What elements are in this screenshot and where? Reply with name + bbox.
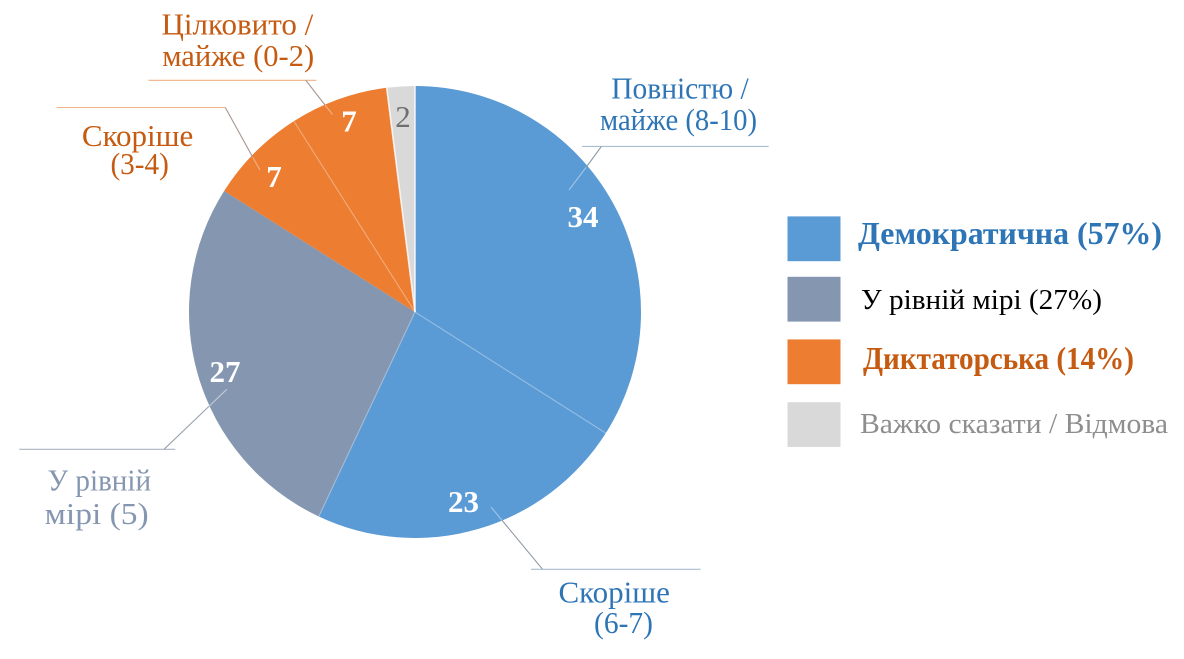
svg-text:23: 23	[448, 484, 479, 519]
svg-text:Скоріше: Скоріше	[82, 118, 193, 153]
svg-text:мірі (5): мірі (5)	[45, 496, 149, 531]
svg-text:34: 34	[568, 199, 599, 234]
svg-text:У рівній мірі (27%): У рівній мірі (27%)	[861, 284, 1102, 316]
svg-text:(6-7): (6-7)	[594, 605, 653, 640]
svg-text:Диктаторська (14%): Диктаторська (14%)	[863, 341, 1134, 376]
svg-text:7: 7	[341, 104, 357, 139]
svg-text:27: 27	[210, 354, 241, 389]
svg-text:Скоріше: Скоріше	[558, 574, 669, 609]
svg-text:майже (8-10): майже (8-10)	[600, 102, 757, 137]
svg-text:Важко сказати / Відмова: Важко сказати / Відмова	[860, 408, 1168, 440]
svg-text:Демократична (57%): Демократична (57%)	[858, 216, 1162, 251]
svg-text:майже (0-2): майже (0-2)	[162, 38, 314, 73]
svg-text:Повністю /: Повністю /	[611, 71, 749, 106]
svg-text:2: 2	[395, 99, 411, 134]
svg-text:У рівній: У рівній	[48, 463, 152, 498]
svg-text:Цілковито /: Цілковито /	[162, 7, 314, 42]
svg-text:7: 7	[266, 159, 282, 194]
svg-text:(3-4): (3-4)	[110, 146, 169, 181]
